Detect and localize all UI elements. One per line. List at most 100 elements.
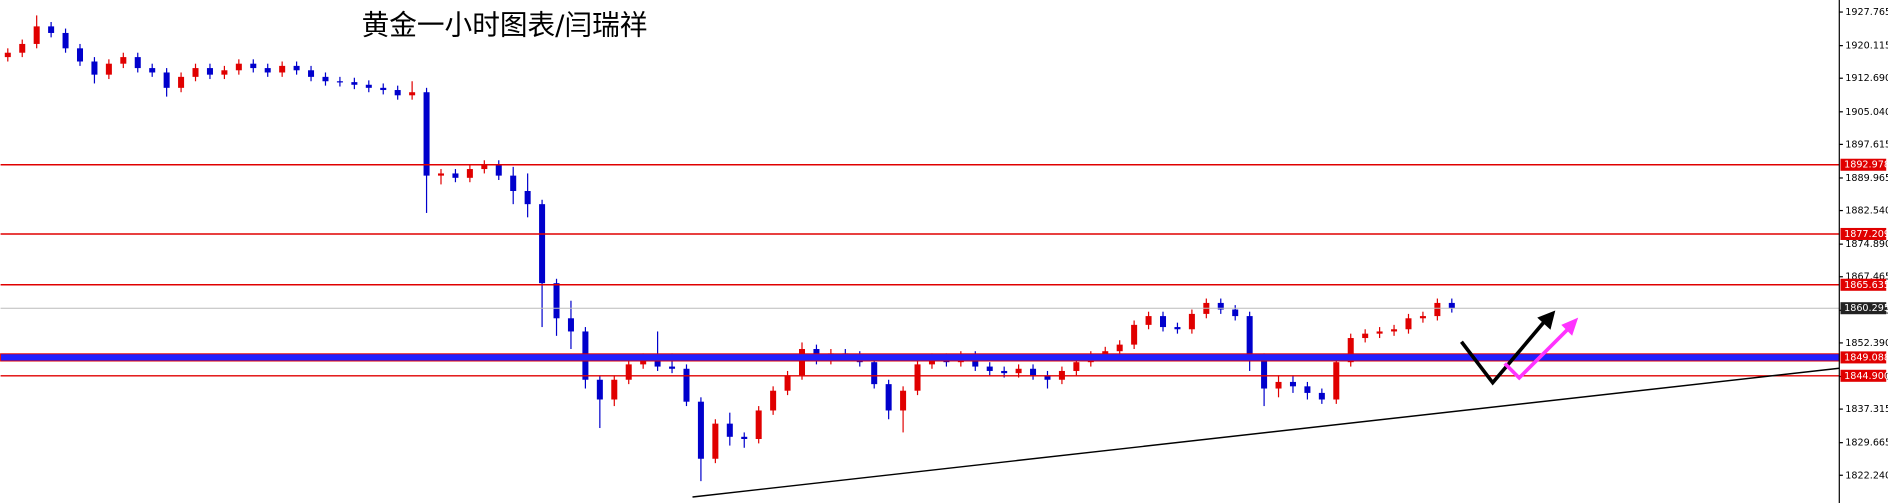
candle-body (712, 423, 719, 459)
candle-body (4, 52, 11, 58)
candle-body (235, 63, 242, 71)
candle-body (1405, 318, 1412, 330)
candle-body (770, 390, 777, 411)
candle-body (539, 204, 546, 284)
candle-body (654, 357, 661, 367)
level-label: 1865.635 (1844, 280, 1888, 291)
level-label-box (1840, 369, 1887, 382)
price-axis: 1927.765 1920.115 1912.690 1905.040 1897.615… (1838, 0, 1888, 503)
candle-body (336, 81, 343, 83)
level-label: 1877.209 (1844, 229, 1888, 240)
candle-body (1391, 329, 1398, 332)
candle-body (871, 362, 878, 385)
y-tick-label: 1874.890 (1845, 239, 1888, 250)
candle-body (380, 87, 387, 91)
candle-body (625, 364, 632, 380)
candle-body (914, 364, 921, 391)
candle-body (1174, 327, 1181, 330)
candle-body (437, 173, 445, 176)
candle-body (33, 26, 40, 44)
candle-body (900, 390, 907, 411)
y-tick-label: 1822.240 (1845, 470, 1888, 481)
candle-body (1246, 316, 1253, 358)
candle-body (1362, 333, 1369, 339)
chart-title: 黄金一小时图表/闫瑞祥 (362, 8, 648, 41)
candle-body (264, 68, 271, 73)
candle-body (1304, 386, 1311, 393)
level-label: 1849.088 (1844, 352, 1888, 363)
candle-body (1131, 324, 1138, 345)
candle-body (741, 436, 748, 440)
candle-body (1001, 370, 1008, 374)
candle-body (1289, 381, 1296, 387)
y-tick-label: 1882.540 (1845, 206, 1888, 217)
candle-body (1448, 302, 1455, 309)
candle-body (510, 175, 517, 191)
level-label-box (1840, 278, 1887, 291)
level-label-box (1840, 158, 1887, 171)
candle-body (798, 349, 806, 376)
candle-body (1015, 368, 1022, 374)
candle-body (1030, 368, 1037, 376)
candle-body (1145, 316, 1152, 325)
candle-body (726, 423, 733, 437)
last-price-box (1840, 302, 1887, 315)
candle-body (48, 26, 55, 33)
candle-body (1073, 362, 1080, 371)
candle-body (322, 76, 329, 82)
candle-body (466, 169, 473, 178)
candle-body (1261, 357, 1268, 389)
candle-body (1318, 392, 1325, 400)
candle-body (481, 164, 488, 170)
candle-body (669, 366, 676, 369)
candle-body (409, 92, 416, 96)
candle-body (351, 82, 358, 85)
y-tick-label: 1905.040 (1845, 107, 1888, 118)
candle-body (986, 366, 993, 371)
candle-body (784, 375, 791, 391)
candle-body (1275, 381, 1282, 389)
candle-body (495, 164, 502, 176)
candle-body (697, 401, 704, 459)
candle-body (1217, 302, 1224, 310)
black-arrow (1460, 310, 1556, 386)
candle-body (293, 65, 300, 71)
candle-body (1160, 316, 1167, 328)
candle-body (1044, 375, 1051, 380)
y-tick-label: 1837.315 (1845, 404, 1888, 415)
candle-body (120, 57, 127, 64)
y-tick-label: 1920.115 (1845, 41, 1888, 52)
candle-body (308, 70, 315, 77)
y-tick-label: 1927.765 (1845, 7, 1888, 18)
candle-body (163, 72, 170, 88)
candle-body (178, 76, 185, 88)
y-tick-label: 1889.965 (1845, 173, 1888, 184)
candle-body (134, 57, 141, 69)
candle-body (1347, 338, 1354, 363)
magenta-arrow (1503, 317, 1579, 381)
candle-body (1232, 309, 1239, 317)
y-tick-label: 1912.690 (1845, 73, 1888, 84)
candle-body (62, 32, 69, 49)
candle-body (1376, 331, 1383, 334)
candle-body (1188, 313, 1195, 330)
candle-body (1434, 302, 1441, 317)
candle-body (553, 283, 560, 319)
level-label: 1892.978 (1844, 160, 1888, 171)
level-band (0, 353, 1840, 362)
trend-line (692, 367, 1840, 498)
candle-body (452, 173, 459, 178)
candle-body (19, 43, 26, 53)
candle-body (91, 61, 98, 75)
candle-body (279, 65, 286, 73)
y-tick-label: 1852.390 (1845, 338, 1888, 349)
candle-body (1419, 316, 1426, 319)
candle-body (567, 318, 574, 332)
candle-body (221, 70, 228, 75)
candle-body (149, 68, 156, 73)
candle-body (105, 63, 112, 75)
level-label-box (1840, 227, 1887, 240)
last-price-label: 1860.295 (1844, 303, 1888, 314)
candle-body (250, 63, 257, 69)
candle-body (683, 368, 690, 402)
